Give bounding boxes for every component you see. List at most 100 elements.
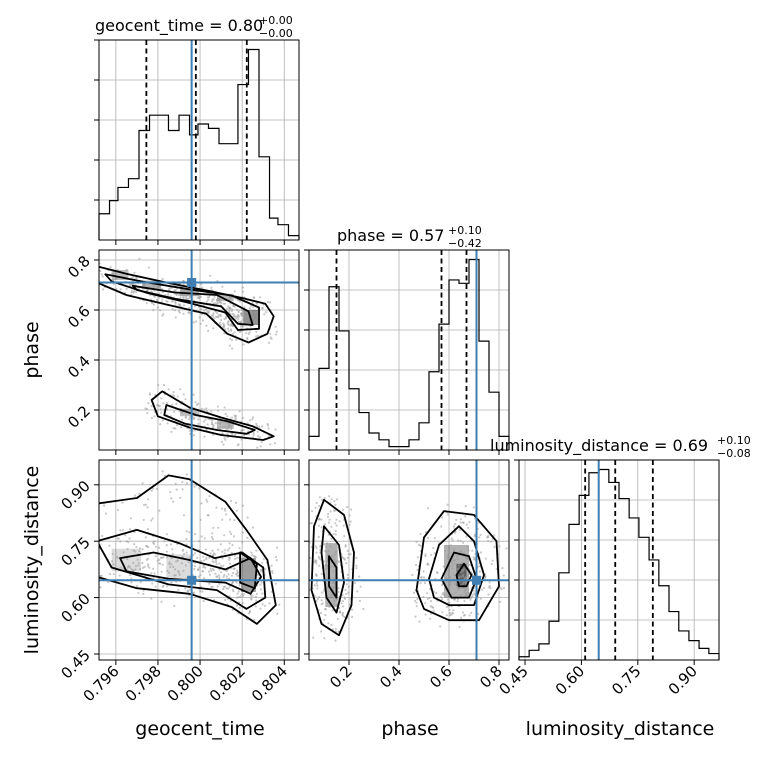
sample-point bbox=[221, 550, 224, 553]
sample-point bbox=[185, 294, 188, 297]
sample-point bbox=[237, 443, 240, 446]
sample-point bbox=[329, 545, 332, 548]
sample-point bbox=[331, 609, 334, 612]
sample-point bbox=[245, 320, 248, 323]
sample-point bbox=[233, 554, 236, 557]
sample-point bbox=[260, 440, 263, 443]
sample-point bbox=[228, 547, 231, 550]
sample-point bbox=[121, 501, 124, 504]
sample-point bbox=[202, 599, 205, 603]
sample-point bbox=[197, 568, 200, 571]
sample-point bbox=[151, 582, 154, 585]
sample-point bbox=[158, 292, 161, 295]
sample-point bbox=[96, 532, 98, 534]
sample-point bbox=[347, 591, 350, 594]
sample-point bbox=[200, 308, 203, 311]
sample-point bbox=[187, 297, 190, 300]
sample-point bbox=[165, 544, 168, 547]
sample-point bbox=[251, 418, 254, 421]
sample-point bbox=[182, 296, 185, 299]
sample-point bbox=[246, 516, 249, 519]
sample-point bbox=[142, 592, 145, 596]
sample-point bbox=[305, 559, 307, 561]
sample-point bbox=[205, 558, 208, 561]
sample-point bbox=[446, 598, 449, 601]
sample-point bbox=[270, 564, 273, 567]
sample-point bbox=[489, 587, 492, 590]
sample-point bbox=[337, 561, 341, 564]
sample-point bbox=[210, 300, 214, 303]
sample-point bbox=[234, 433, 237, 436]
sample-point bbox=[99, 574, 102, 578]
sample-point bbox=[216, 297, 220, 301]
title-geocent-time-plus: +0.00 bbox=[259, 14, 293, 27]
sample-point bbox=[144, 407, 147, 410]
sample-point bbox=[143, 503, 146, 506]
sample-point bbox=[355, 564, 358, 567]
sample-point bbox=[335, 518, 338, 521]
sample-point bbox=[270, 590, 273, 593]
sample-point bbox=[336, 498, 339, 501]
sample-point bbox=[168, 287, 171, 290]
contour-phase-vs-geocent-time bbox=[131, 284, 254, 326]
sample-point bbox=[110, 560, 114, 563]
sample-point bbox=[166, 569, 169, 573]
sample-point bbox=[170, 581, 173, 584]
sample-point bbox=[231, 312, 234, 315]
sample-point bbox=[165, 401, 169, 405]
sample-point bbox=[264, 567, 267, 571]
sample-point bbox=[343, 558, 346, 561]
sample-point bbox=[334, 639, 337, 642]
sample-point bbox=[248, 610, 252, 613]
sample-point bbox=[464, 592, 468, 596]
sample-point bbox=[334, 522, 337, 525]
sample-point bbox=[325, 550, 328, 554]
sample-point bbox=[184, 564, 187, 567]
sample-point bbox=[448, 582, 451, 586]
sample-point bbox=[230, 309, 233, 312]
sample-point bbox=[150, 416, 153, 420]
sample-point bbox=[332, 597, 335, 600]
sample-point bbox=[132, 561, 135, 565]
sample-point bbox=[249, 312, 253, 315]
sample-point bbox=[150, 572, 153, 575]
sample-point bbox=[330, 623, 333, 627]
sample-point bbox=[229, 599, 232, 603]
sample-point bbox=[319, 612, 323, 615]
sample-point bbox=[158, 562, 161, 565]
density-shading-layer bbox=[111, 270, 469, 607]
sample-point bbox=[206, 296, 209, 299]
sample-point bbox=[274, 325, 277, 328]
sample-point bbox=[228, 595, 231, 598]
sample-point bbox=[346, 577, 349, 580]
sample-point bbox=[458, 625, 461, 629]
sample-point bbox=[188, 307, 191, 310]
sample-point bbox=[242, 309, 245, 313]
sample-point bbox=[422, 595, 425, 599]
sample-point bbox=[210, 410, 213, 413]
sample-point bbox=[446, 503, 449, 506]
sample-point bbox=[228, 530, 232, 533]
sample-point bbox=[249, 572, 252, 575]
sample-point bbox=[230, 499, 233, 503]
sample-point bbox=[181, 488, 184, 491]
sample-point bbox=[161, 563, 164, 566]
sample-point bbox=[223, 406, 226, 409]
sample-point bbox=[419, 532, 422, 536]
sample-point bbox=[174, 482, 177, 485]
sample-point bbox=[200, 585, 203, 588]
sample-point bbox=[153, 285, 156, 288]
sample-point bbox=[225, 569, 228, 573]
sample-point bbox=[267, 341, 271, 344]
sample-point bbox=[252, 321, 256, 324]
sample-point bbox=[96, 581, 98, 583]
x-tick-label-geocent-time: 0.800 bbox=[164, 662, 207, 705]
sample-point bbox=[137, 564, 140, 567]
sample-point bbox=[165, 550, 168, 553]
sample-point bbox=[259, 445, 262, 448]
sample-point bbox=[316, 584, 319, 587]
sample-point bbox=[411, 573, 414, 577]
sample-point bbox=[232, 567, 235, 571]
title-phase-main: phase = 0.57 bbox=[337, 226, 444, 245]
sample-point bbox=[108, 573, 112, 576]
